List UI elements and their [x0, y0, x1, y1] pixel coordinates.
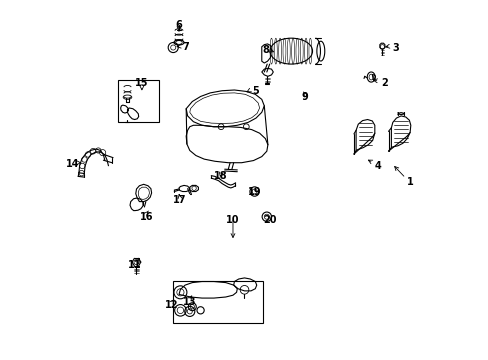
Text: 8: 8: [262, 45, 269, 55]
Text: 11: 11: [128, 260, 141, 270]
Text: 13: 13: [183, 297, 196, 307]
Bar: [173, 281, 262, 323]
Text: 19: 19: [247, 186, 261, 197]
Text: 15: 15: [135, 78, 148, 88]
Text: 10: 10: [226, 215, 239, 225]
Text: 18: 18: [214, 171, 227, 181]
Text: 14: 14: [65, 159, 79, 169]
Text: 16: 16: [140, 212, 153, 222]
Text: 2: 2: [380, 78, 387, 88]
Text: 17: 17: [173, 195, 186, 205]
Text: 7: 7: [183, 42, 189, 52]
Text: 20: 20: [263, 215, 277, 225]
Text: 1: 1: [406, 177, 413, 187]
Text: 9: 9: [301, 92, 308, 102]
Text: 4: 4: [373, 161, 380, 171]
Text: 12: 12: [164, 300, 178, 310]
Bar: [118, 80, 159, 122]
Text: 3: 3: [391, 42, 398, 53]
Text: 5: 5: [251, 86, 258, 96]
Text: 6: 6: [175, 20, 182, 30]
